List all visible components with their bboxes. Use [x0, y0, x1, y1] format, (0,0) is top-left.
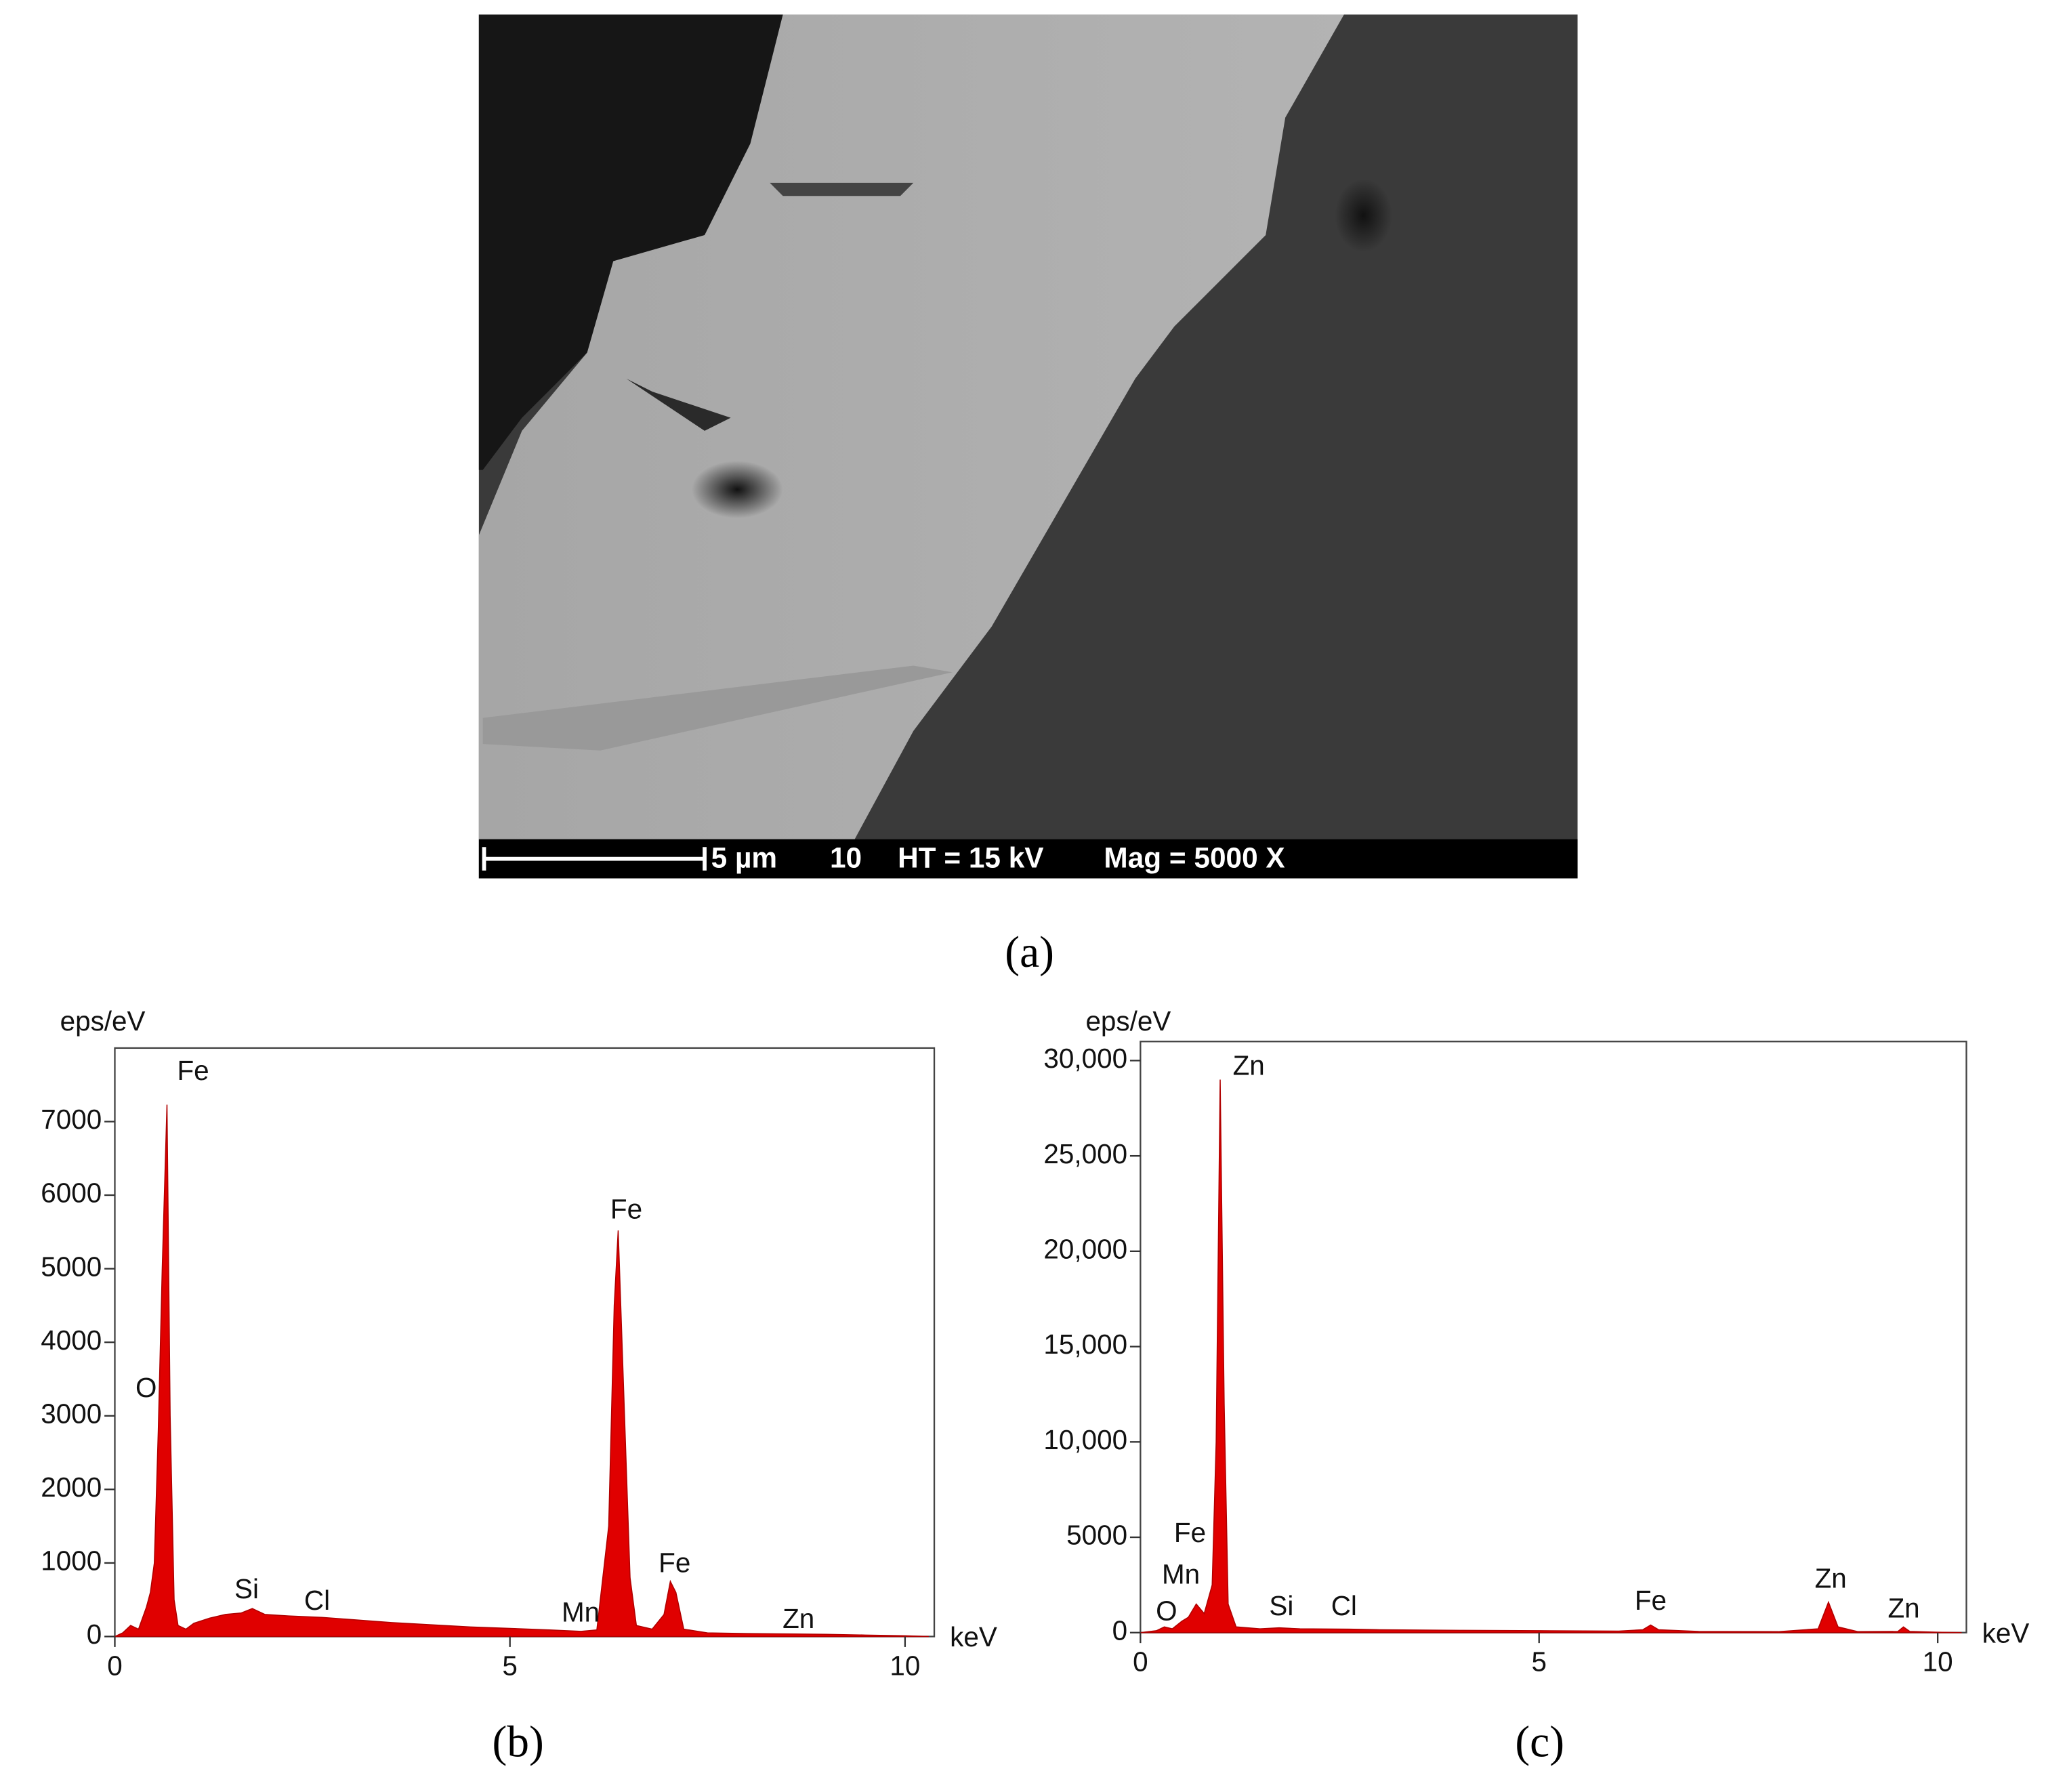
peak-label: Si — [1269, 1590, 1293, 1621]
peak-label: Cl — [304, 1585, 330, 1616]
x-tick-label: 5 — [502, 1650, 518, 1681]
panel-label: (b) — [492, 1717, 543, 1766]
sem-light-region — [478, 14, 1344, 839]
y-tick-label: 3000 — [41, 1398, 102, 1429]
peak-label: Fe — [1174, 1517, 1206, 1548]
sem-spot — [691, 461, 783, 518]
y-tick-label: 15,000 — [1043, 1329, 1127, 1360]
spectrum-area — [114, 1104, 929, 1638]
y-tick-label: 7000 — [41, 1104, 102, 1135]
sem-dark-region — [478, 14, 810, 470]
x-tick-label: 0 — [1133, 1646, 1148, 1678]
x-tick-label: 5 — [1531, 1646, 1547, 1678]
x-tick-label: 0 — [107, 1650, 123, 1681]
sem-crack — [482, 665, 953, 751]
y-tick-label: 10,000 — [1043, 1424, 1127, 1455]
sem-image: 5 µm 10 HT = 15 kV Mag = 5000 X — [478, 14, 1578, 879]
peak-label: Mn — [1162, 1559, 1200, 1590]
peak-label: Cl — [1331, 1590, 1357, 1621]
peak-label: Si — [234, 1573, 259, 1604]
y-tick-label: 0 — [1112, 1614, 1128, 1646]
y-axis-label: eps/eV — [1085, 1005, 1171, 1037]
peak-label: Zn — [1887, 1593, 1919, 1624]
plot-frame — [114, 1047, 936, 1638]
sem-pore — [770, 182, 914, 196]
peak-label: O — [1156, 1596, 1177, 1627]
x-tick-label: 10 — [1923, 1646, 1953, 1678]
scale-bar-label: 5 µm — [711, 842, 777, 874]
sem-info: Mag = 5000 X — [1104, 842, 1285, 874]
y-tick-label: 0 — [87, 1619, 102, 1650]
peak-label: Mn — [562, 1596, 600, 1627]
y-tick-label: 4000 — [41, 1325, 102, 1356]
peak-label: Fe — [1635, 1585, 1667, 1616]
y-tick-label: 25,000 — [1043, 1138, 1127, 1169]
y-tick-label: 2000 — [41, 1472, 102, 1503]
peak-label: Fe — [177, 1055, 209, 1086]
peak-label: Fe — [610, 1193, 642, 1224]
peak-label: Fe — [659, 1547, 690, 1578]
spectrum-area — [1140, 1079, 1962, 1633]
panel-label: (c) — [1515, 1717, 1564, 1766]
sem-info: HT = 15 kV — [898, 842, 1043, 874]
x-axis-label: keV — [1982, 1617, 2030, 1648]
peak-label: Zn — [1233, 1049, 1265, 1081]
x-tick-label: 10 — [890, 1650, 920, 1681]
sem-info: 10 — [830, 842, 862, 874]
plot-frame — [1140, 1041, 1967, 1633]
y-tick-label: 20,000 — [1043, 1234, 1127, 1265]
peak-label: Zn — [1815, 1562, 1847, 1593]
y-axis-label: eps/eV — [60, 1005, 146, 1037]
y-tick-label: 1000 — [41, 1545, 102, 1577]
sem-spot — [1335, 179, 1393, 253]
y-tick-label: 5000 — [1066, 1520, 1127, 1551]
x-axis-label: keV — [950, 1621, 997, 1652]
peak-label: O — [135, 1372, 156, 1403]
peak-label: Zn — [782, 1603, 814, 1634]
y-tick-label: 5000 — [41, 1251, 102, 1282]
y-tick-label: 6000 — [41, 1178, 102, 1209]
y-tick-label: 30,000 — [1043, 1043, 1127, 1074]
panel-label: (a) — [1005, 928, 1054, 977]
